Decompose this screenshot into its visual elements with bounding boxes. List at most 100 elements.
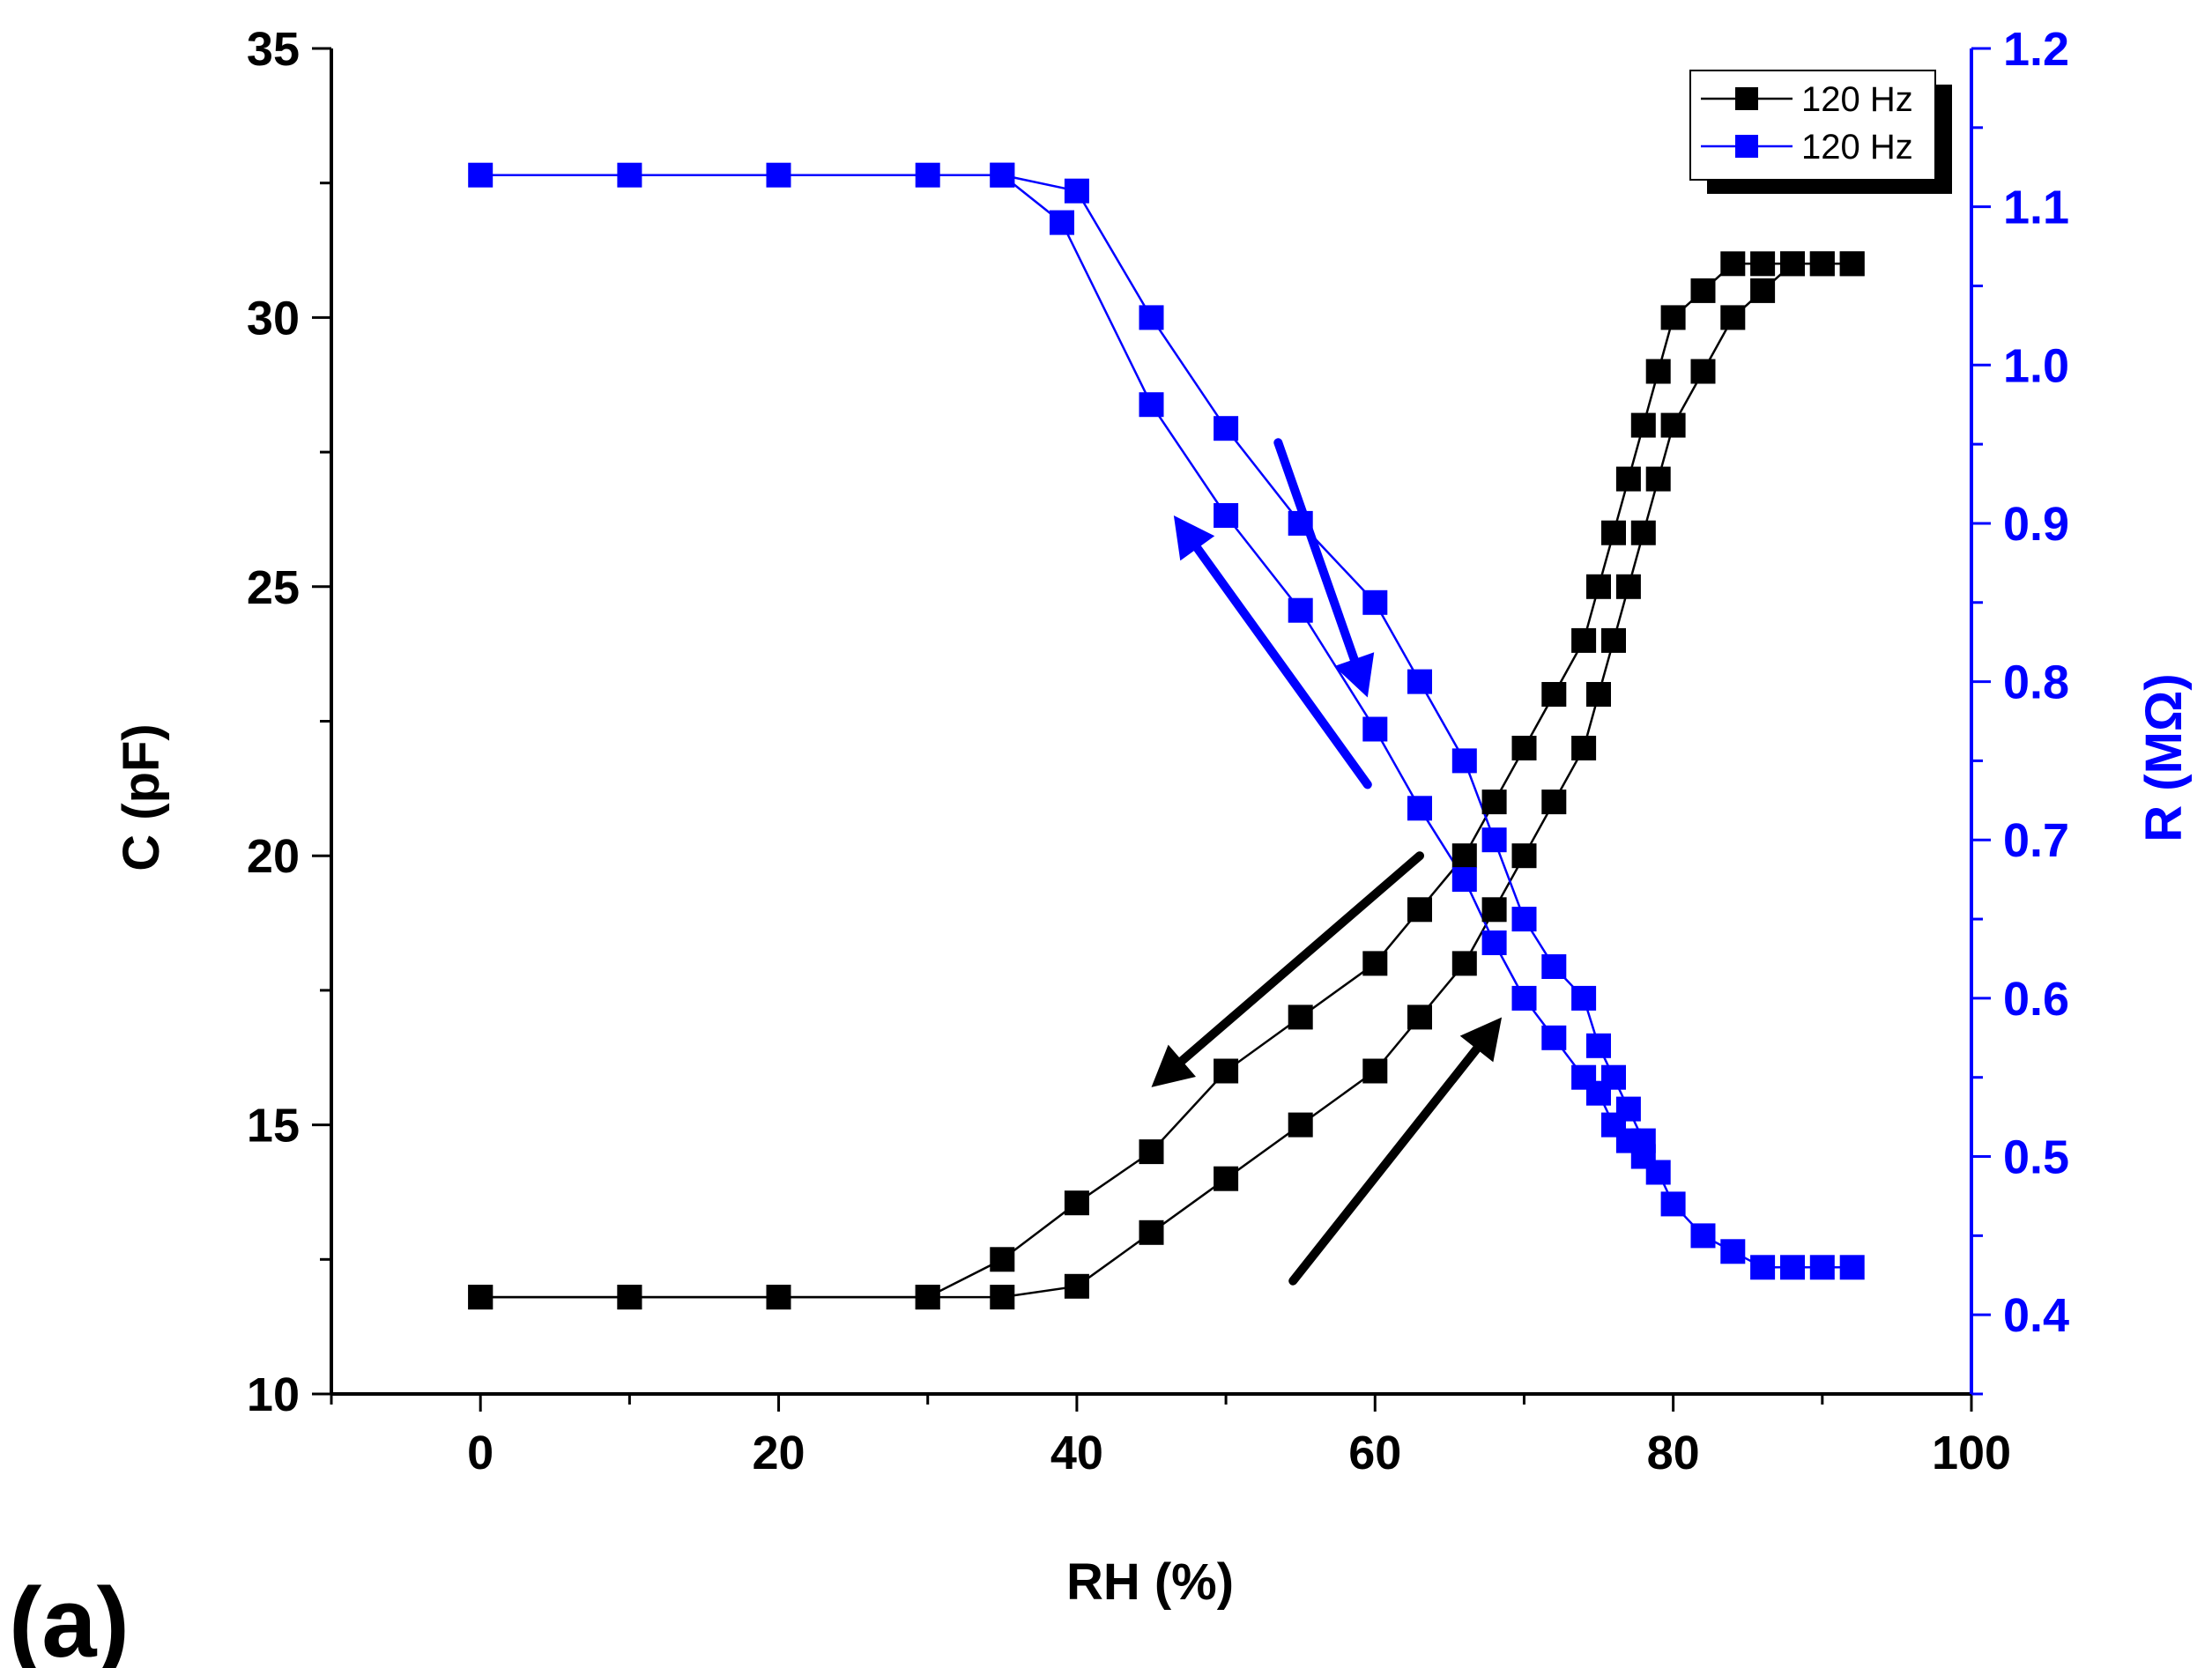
y2-tick-label: 0.8 — [2003, 656, 2069, 709]
data-point — [1780, 1255, 1805, 1280]
x-tick-label: 80 — [1647, 1427, 1700, 1479]
data-point — [1720, 1239, 1746, 1264]
arrow-head-1 — [1173, 515, 1215, 561]
arrow-shaft-1 — [1191, 541, 1372, 790]
data-point — [1407, 1005, 1432, 1030]
data-point — [1601, 520, 1626, 545]
data-point — [1511, 736, 1537, 760]
data-point — [617, 1285, 642, 1310]
legend: 120 Hz 120 Hz — [1689, 70, 1952, 194]
series-line-1 — [480, 263, 1852, 1299]
data-point — [1541, 682, 1567, 707]
data-point — [1615, 574, 1641, 599]
data-point — [1511, 985, 1537, 1011]
data-point — [1481, 897, 1507, 923]
data-point — [1481, 827, 1507, 853]
data-point — [766, 1285, 791, 1310]
data-point — [1720, 251, 1746, 277]
axes-layer: 0 20 40 60 80 100 10 15 20 25 30 35 0.4 0.5 0.6 0.7 0.8 0… — [247, 23, 2069, 1479]
data-point — [1451, 748, 1477, 774]
y2-tick-label: 1.2 — [2003, 23, 2069, 76]
x-axis-title: RH (%) — [1066, 1553, 1234, 1611]
data-point — [1690, 359, 1716, 384]
y-tick-label: 15 — [247, 1100, 300, 1153]
data-point — [1407, 897, 1432, 923]
data-point — [1750, 251, 1776, 277]
data-point — [1451, 843, 1477, 869]
data-point — [1362, 716, 1388, 742]
data-point — [1481, 790, 1507, 815]
data-point — [1362, 1058, 1388, 1084]
data-point — [1064, 1190, 1089, 1216]
data-point — [468, 1285, 494, 1310]
y-tick-label: 30 — [247, 292, 300, 345]
data-point — [1586, 682, 1611, 707]
data-point — [1660, 412, 1686, 438]
data-point — [468, 162, 494, 188]
legend-label-capacitance: 120 Hz — [1801, 80, 1913, 119]
data-point — [1050, 210, 1074, 235]
y2-tick-label: 1.0 — [2003, 339, 2069, 392]
data-point — [1139, 1219, 1164, 1245]
y2-axis-title: R (MΩ) — [2135, 673, 2193, 841]
data-point — [1571, 736, 1597, 760]
data-point — [1214, 1166, 1239, 1191]
data-point — [1750, 278, 1776, 303]
data-point — [1690, 278, 1716, 303]
arrow-shaft-3 — [1288, 1042, 1483, 1286]
legend-box — [1689, 70, 1936, 181]
data-point — [1139, 305, 1164, 330]
data-point — [1690, 1223, 1716, 1249]
data-point — [1586, 1033, 1611, 1058]
legend-label-resistance: 120 Hz — [1801, 128, 1913, 167]
data-point — [1780, 251, 1805, 277]
data-point — [1630, 412, 1656, 438]
y2-tick-label: 0.7 — [2003, 814, 2069, 867]
data-point — [915, 162, 940, 188]
data-point — [1064, 178, 1089, 204]
legend-marker-resistance — [1735, 135, 1758, 158]
series-line-3 — [1001, 174, 1644, 1158]
data-point — [1288, 1005, 1313, 1030]
data-point — [1660, 1191, 1686, 1217]
arrow-head-3 — [1459, 1017, 1503, 1063]
data-point — [1541, 790, 1567, 815]
y2-tick-label: 0.9 — [2003, 498, 2069, 551]
y2-tick-label: 1.1 — [2003, 182, 2069, 234]
data-point — [1481, 930, 1507, 955]
data-point — [1601, 1112, 1626, 1138]
x-tick-label: 40 — [1050, 1427, 1103, 1479]
data-point — [1750, 1255, 1776, 1280]
data-point — [1362, 951, 1388, 976]
y-axis-title: C (pF) — [113, 723, 170, 871]
x-tick-label: 20 — [753, 1427, 805, 1479]
data-point — [617, 162, 642, 188]
data-point — [1214, 503, 1239, 528]
data-point — [1407, 796, 1432, 821]
data-point — [990, 1285, 1015, 1310]
data-point — [766, 162, 791, 188]
data-point — [1571, 627, 1597, 653]
y2-tick-label: 0.6 — [2003, 973, 2069, 1026]
series-line-2 — [480, 174, 1852, 1269]
data-point — [1511, 907, 1537, 932]
y2-tick-label: 0.5 — [2003, 1131, 2069, 1184]
data-point — [1645, 466, 1671, 492]
data-point — [1839, 1255, 1865, 1280]
y-tick-label: 20 — [247, 830, 300, 883]
data-point — [1601, 627, 1626, 653]
arrow-shaft-2 — [1175, 851, 1424, 1068]
data-point — [1809, 251, 1835, 277]
data-point — [1615, 466, 1641, 492]
series-line-0 — [480, 263, 1852, 1299]
annotation-layer — [1151, 438, 1503, 1286]
data-point — [1451, 867, 1477, 893]
data-point — [1839, 251, 1865, 277]
data-point — [1139, 1139, 1164, 1165]
data-point — [1407, 669, 1432, 694]
data-point — [1645, 359, 1671, 384]
x-tick-label: 60 — [1348, 1427, 1401, 1479]
data-point — [1214, 1058, 1239, 1084]
x-tick-label: 100 — [1932, 1427, 2011, 1479]
